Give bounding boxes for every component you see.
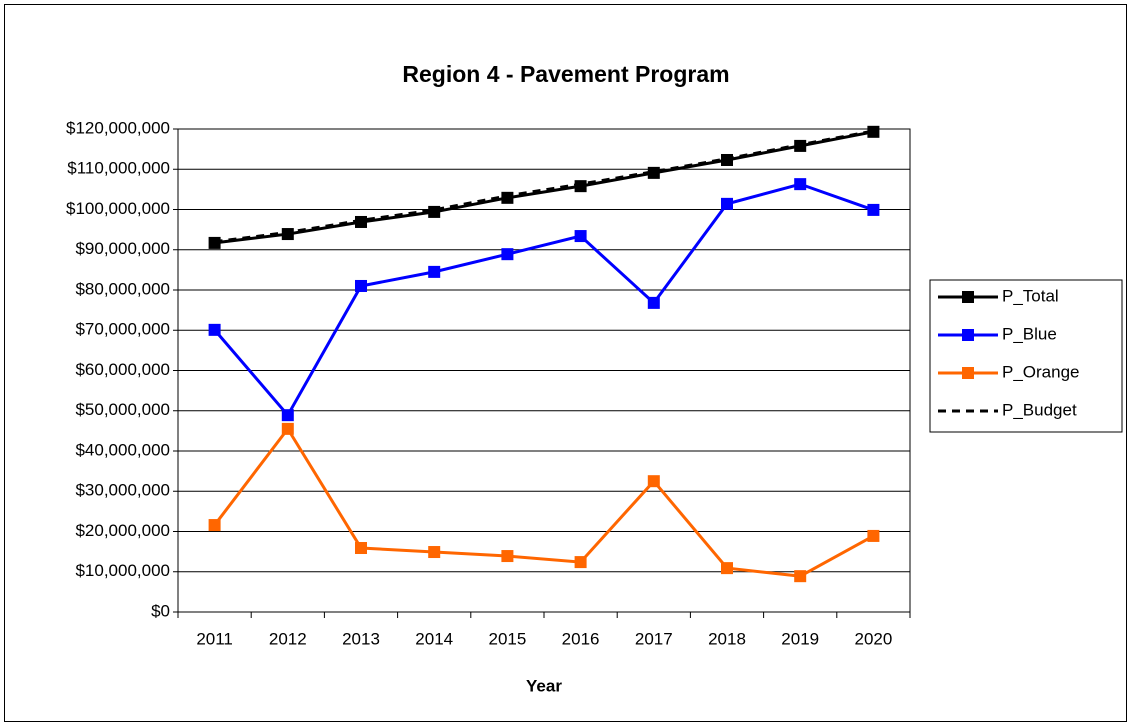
legend-label: P_Total [1002, 286, 1059, 305]
chart-title: Region 4 - Pavement Program [402, 61, 729, 87]
y-tick-label: $40,000,000 [75, 440, 170, 459]
marker [281, 409, 294, 422]
marker [647, 475, 660, 488]
marker [355, 215, 367, 228]
y-tick-label: $20,000,000 [75, 521, 170, 540]
x-tick-label: 2013 [342, 629, 380, 648]
marker [721, 562, 733, 575]
marker [281, 228, 294, 241]
marker [867, 203, 880, 216]
legend-label: P_Blue [1002, 324, 1057, 343]
legend-marker [962, 367, 974, 379]
marker [574, 230, 587, 243]
marker [647, 296, 660, 309]
marker [721, 197, 733, 210]
legend-label: P_Orange [1002, 362, 1080, 381]
x-axis-label: Year [526, 676, 562, 695]
marker [208, 236, 221, 249]
marker [208, 323, 221, 336]
y-tick-label: $60,000,000 [75, 360, 170, 379]
y-tick-label: $10,000,000 [75, 561, 170, 580]
marker [428, 265, 441, 278]
x-tick-label: 2018 [708, 629, 746, 648]
y-tick-label: $110,000,000 [67, 159, 170, 178]
legend-marker [962, 291, 974, 303]
x-tick-label: 2020 [854, 629, 892, 648]
series-line [213, 426, 875, 578]
y-tick-label: $100,000,000 [66, 199, 170, 218]
legend-label: P_Budget [1002, 400, 1077, 419]
x-tick-label: 2012 [269, 629, 307, 648]
marker [355, 279, 367, 292]
marker [794, 178, 807, 191]
marker [355, 542, 367, 555]
x-tick-label: 2015 [488, 629, 526, 648]
marker [281, 422, 294, 435]
y-tick-label: $30,000,000 [75, 481, 170, 500]
marker [428, 546, 441, 559]
marker [501, 550, 514, 563]
marker [794, 570, 807, 583]
y-tick-label: $0 [151, 601, 170, 620]
legend-marker [962, 329, 974, 341]
series-line [213, 182, 874, 418]
y-tick-label: $80,000,000 [75, 279, 170, 298]
marker [867, 125, 880, 138]
marker [208, 519, 221, 532]
y-tick-label: $70,000,000 [75, 320, 170, 339]
legend-box [929, 279, 1123, 433]
marker [574, 556, 587, 569]
x-tick-label: 2016 [562, 629, 600, 648]
marker [867, 529, 880, 542]
marker [501, 248, 514, 261]
y-tick-label: $50,000,000 [75, 400, 170, 419]
x-tick-label: 2017 [635, 629, 673, 648]
y-tick-label: $120,000,000 [66, 118, 170, 137]
x-tick-label: 2011 [196, 629, 233, 648]
x-tick-label: 2019 [781, 629, 819, 648]
x-tick-label: 2014 [415, 629, 453, 648]
y-tick-label: $90,000,000 [75, 239, 170, 258]
series-line [214, 130, 874, 245]
